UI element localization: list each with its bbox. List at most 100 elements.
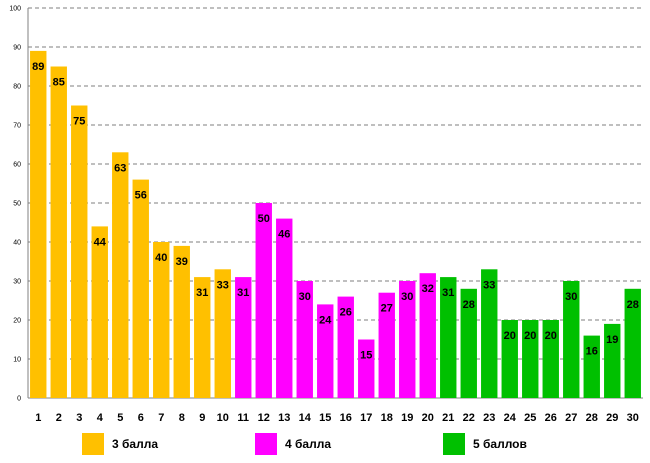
- x-tick-label: 30: [627, 412, 639, 424]
- data-label: 27: [381, 303, 393, 315]
- data-label: 85: [53, 77, 65, 89]
- data-label: 31: [237, 287, 249, 299]
- x-tick-label: 14: [299, 412, 312, 424]
- legend-item-4-points: 4 балла: [255, 433, 331, 455]
- data-label: 75: [73, 116, 85, 128]
- data-label: 63: [114, 162, 126, 174]
- x-tick-label: 23: [483, 412, 495, 424]
- data-label: 39: [176, 256, 188, 268]
- data-labels: 89 85 75 44 63 56 40 39 31 33 31 50 46 30 24 26 15 27 30 32…: [32, 61, 639, 362]
- x-tick-label: 27: [565, 412, 577, 424]
- x-tick-label: 21: [442, 412, 454, 424]
- bar: [563, 281, 580, 398]
- y-axis-ticks: 0 10 20 30 40 50 60 70 80 90 100: [9, 6, 21, 403]
- data-label: 33: [217, 279, 229, 291]
- data-label: 26: [340, 307, 352, 319]
- y-tick-label: 80: [13, 84, 21, 91]
- data-label: 30: [299, 291, 311, 303]
- bar: [317, 304, 334, 398]
- data-label: 50: [258, 213, 270, 225]
- data-label: 89: [32, 61, 44, 73]
- bar: [419, 273, 436, 398]
- data-label: 32: [422, 283, 434, 295]
- data-label: 56: [135, 190, 147, 202]
- data-label: 24: [319, 314, 332, 326]
- data-label: 33: [483, 279, 495, 291]
- bars: [30, 50, 641, 399]
- bar: [214, 269, 231, 398]
- y-tick-label: 20: [13, 318, 21, 325]
- y-tick-label: 10: [13, 357, 21, 364]
- bar: [624, 288, 641, 398]
- y-tick-label: 70: [13, 123, 21, 130]
- data-label: 30: [565, 291, 577, 303]
- bar: [542, 320, 559, 398]
- x-tick-label: 3: [76, 412, 82, 424]
- bar: [460, 288, 477, 398]
- data-label: 20: [545, 330, 557, 342]
- data-label: 28: [627, 299, 639, 311]
- x-tick-label: 6: [138, 412, 144, 424]
- x-tick-label: 20: [422, 412, 434, 424]
- y-tick-label: 100: [9, 6, 21, 13]
- x-tick-label: 25: [524, 412, 536, 424]
- bar: [296, 281, 313, 398]
- legend-label-4-points: 4 балла: [285, 437, 332, 451]
- x-tick-label: 29: [606, 412, 618, 424]
- data-label: 46: [278, 229, 290, 241]
- y-tick-label: 30: [13, 279, 21, 286]
- data-label: 20: [504, 330, 516, 342]
- bar: [91, 226, 108, 398]
- x-tick-label: 16: [340, 412, 352, 424]
- bar: [255, 203, 272, 398]
- legend-swatch-3-points: [82, 433, 104, 455]
- bar: [399, 281, 416, 398]
- legend-label-5-points: 5 баллов: [473, 437, 527, 451]
- y-tick-label: 0: [17, 396, 21, 403]
- data-label: 40: [155, 252, 167, 264]
- x-tick-label: 1: [35, 412, 41, 424]
- bar: [358, 339, 375, 398]
- data-label: 28: [463, 299, 475, 311]
- bar: [173, 245, 190, 398]
- bar: [337, 296, 354, 398]
- y-tick-label: 90: [13, 45, 21, 52]
- bar: [481, 269, 498, 398]
- data-label: 15: [360, 350, 372, 362]
- x-tick-label: 2: [56, 412, 62, 424]
- x-tick-label: 10: [217, 412, 229, 424]
- x-tick-label: 9: [199, 412, 205, 424]
- bar: [235, 277, 252, 398]
- bar: [50, 66, 67, 398]
- x-tick-label: 19: [401, 412, 413, 424]
- legend-swatch-4-points: [255, 433, 277, 455]
- x-tick-label: 17: [360, 412, 372, 424]
- legend-label-3-points: 3 балла: [112, 437, 159, 451]
- bar: [501, 320, 518, 398]
- gridlines: [28, 7, 643, 360]
- data-label: 16: [586, 346, 598, 358]
- x-tick-label: 7: [158, 412, 164, 424]
- legend-swatch-5-points: [443, 433, 465, 455]
- data-label: 20: [524, 330, 536, 342]
- x-tick-label: 26: [545, 412, 557, 424]
- x-tick-label: 15: [319, 412, 331, 424]
- data-label: 31: [442, 287, 454, 299]
- x-tick-label: 13: [278, 412, 290, 424]
- x-tick-label: 4: [97, 412, 104, 424]
- y-tick-label: 50: [13, 201, 21, 208]
- bar: [583, 335, 600, 398]
- bar: [276, 218, 293, 398]
- data-label: 44: [94, 236, 107, 248]
- bar: [440, 277, 457, 398]
- x-tick-label: 24: [504, 412, 517, 424]
- x-tick-label: 11: [237, 412, 249, 424]
- y-tick-label: 60: [13, 162, 21, 169]
- bar: [132, 179, 149, 398]
- bar: [378, 292, 395, 398]
- bar: [522, 320, 539, 398]
- bar: [604, 323, 621, 398]
- bar: [30, 50, 47, 399]
- x-axis-ticks: 1 2 3 4 5 6 7 8 9 10 11 12 13 14 15 16 17 18 19 20 21 22 23 24 2…: [35, 412, 639, 424]
